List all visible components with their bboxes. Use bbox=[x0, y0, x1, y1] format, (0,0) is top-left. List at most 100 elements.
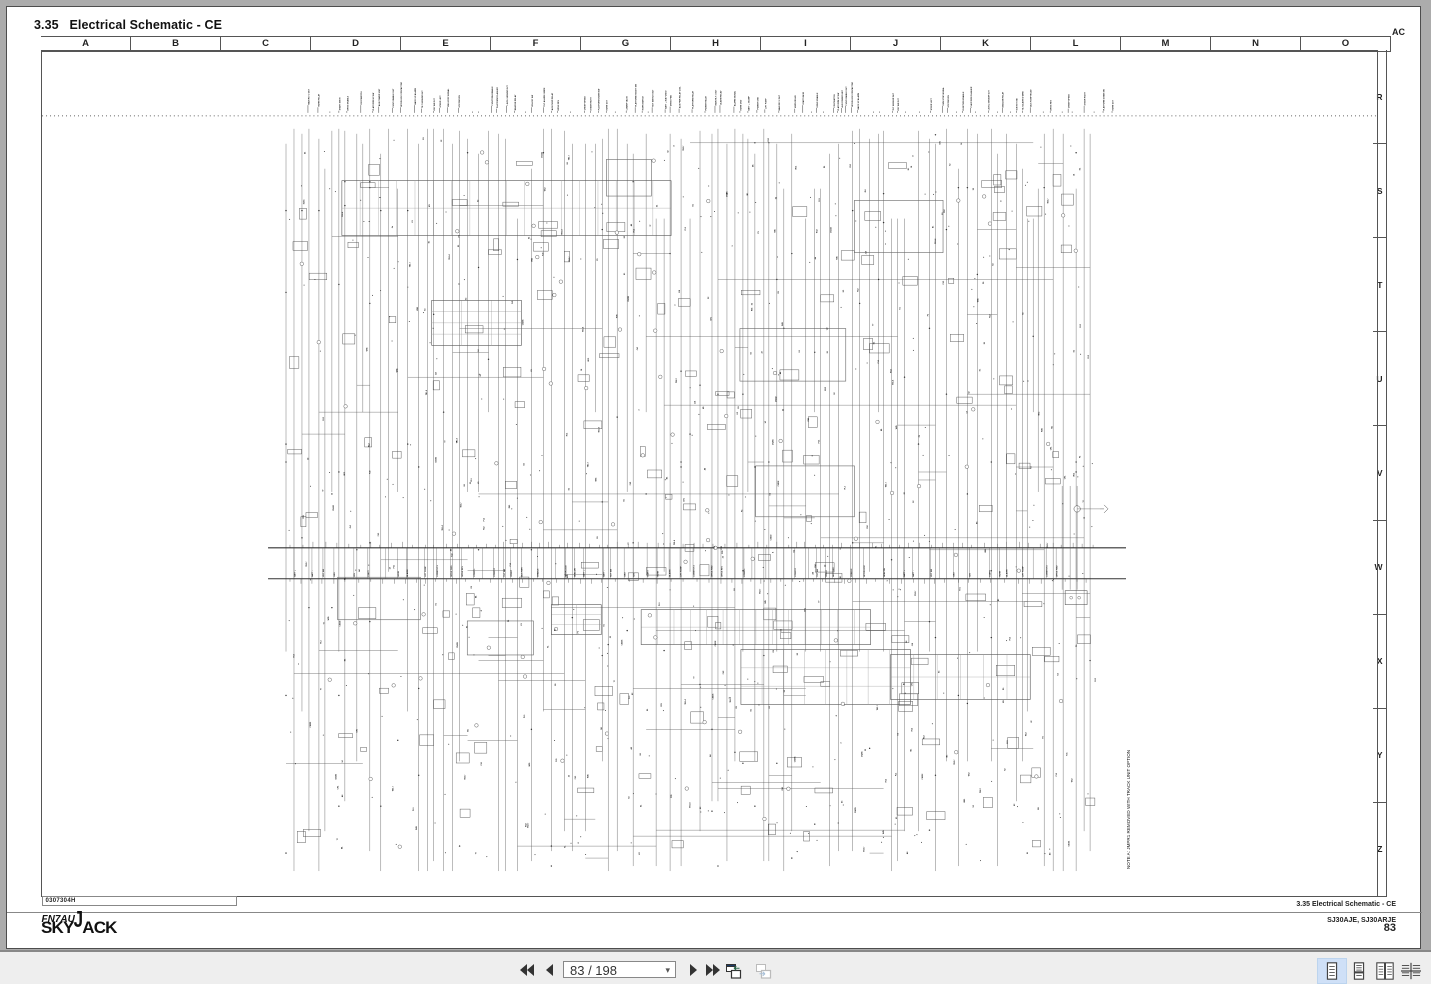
svg-text:EMS STOP SIGNAL: EMS STOP SIGNAL bbox=[447, 88, 450, 107]
svg-text:CR1: CR1 bbox=[1050, 447, 1052, 451]
svg-text:STEER R: STEER R bbox=[795, 568, 797, 577]
svg-text:AUX POWER UNIT: AUX POWER UNIT bbox=[841, 89, 844, 107]
svg-text:X2: X2 bbox=[834, 393, 836, 395]
svg-text:22: 22 bbox=[569, 775, 571, 777]
svg-text:K2: K2 bbox=[639, 853, 641, 855]
svg-text:22: 22 bbox=[1031, 721, 1033, 723]
svg-text:FOOTSWITCH: FOOTSWITCH bbox=[361, 91, 363, 105]
svg-text:Y7: Y7 bbox=[337, 838, 339, 840]
svg-text:TB1-4: TB1-4 bbox=[341, 212, 344, 217]
svg-text:CREEP SPEED: CREEP SPEED bbox=[585, 96, 587, 111]
svg-text:LIFT PUMP: LIFT PUMP bbox=[680, 566, 682, 577]
svg-text:TILT SW: TILT SW bbox=[817, 569, 819, 577]
svg-text:A4: A4 bbox=[811, 572, 814, 574]
svg-text:8: 8 bbox=[913, 156, 915, 157]
svg-text:B1: B1 bbox=[734, 588, 736, 590]
svg-text:8: 8 bbox=[836, 715, 838, 716]
svg-text:PL3: PL3 bbox=[471, 479, 473, 482]
svg-text:Y7: Y7 bbox=[827, 328, 829, 330]
svg-text:Y7: Y7 bbox=[323, 490, 325, 492]
svg-text:TILT SW: TILT SW bbox=[504, 569, 506, 577]
svg-text:22: 22 bbox=[610, 636, 612, 638]
svg-text:PL3: PL3 bbox=[629, 696, 631, 699]
svg-text:A4: A4 bbox=[906, 852, 909, 854]
svg-text:D3: D3 bbox=[773, 650, 775, 652]
svg-text:X2: X2 bbox=[668, 151, 670, 153]
svg-text:S3: S3 bbox=[597, 537, 599, 539]
svg-text:W12: W12 bbox=[924, 736, 926, 740]
svg-text:DRIVE FWD: DRIVE FWD bbox=[670, 95, 672, 107]
svg-text:P3: P3 bbox=[597, 259, 599, 261]
svg-text:W45: W45 bbox=[366, 348, 369, 352]
svg-text:KEY SWITCH OUT: KEY SWITCH OUT bbox=[653, 89, 655, 107]
svg-text:B1: B1 bbox=[428, 241, 430, 243]
svg-text:CN205: CN205 bbox=[712, 694, 714, 700]
svg-text:X2: X2 bbox=[775, 197, 777, 199]
svg-text:LOWER VALVE: LOWER VALVE bbox=[626, 96, 629, 111]
svg-text:LOWER VLV: LOWER VLV bbox=[693, 565, 695, 577]
svg-text:TB1-4: TB1-4 bbox=[934, 239, 937, 244]
svg-text:S3: S3 bbox=[751, 352, 753, 354]
svg-text:A4: A4 bbox=[358, 570, 361, 572]
svg-text:P3: P3 bbox=[1076, 645, 1078, 647]
svg-text:K2: K2 bbox=[1014, 804, 1016, 806]
svg-text:Y7: Y7 bbox=[628, 543, 630, 545]
svg-text:W45: W45 bbox=[984, 549, 987, 553]
svg-text:W12: W12 bbox=[1038, 412, 1040, 416]
svg-text:K1: K1 bbox=[896, 817, 898, 819]
svg-text:CN205: CN205 bbox=[457, 642, 459, 648]
svg-text:J14: J14 bbox=[349, 526, 352, 529]
svg-text:TILT SENSOR OUT: TILT SENSOR OUT bbox=[893, 92, 895, 110]
svg-text:TB2-7: TB2-7 bbox=[760, 589, 762, 594]
svg-text:TB2-7: TB2-7 bbox=[886, 482, 888, 487]
svg-text:B1: B1 bbox=[303, 200, 305, 202]
svg-text:W45: W45 bbox=[963, 799, 966, 803]
svg-text:K2: K2 bbox=[898, 733, 900, 735]
svg-text:S3: S3 bbox=[569, 488, 571, 490]
svg-text:B1: B1 bbox=[908, 168, 910, 170]
svg-text:CN205: CN205 bbox=[727, 192, 729, 198]
svg-text:KEY SW: KEY SW bbox=[611, 569, 613, 577]
svg-text:CR1: CR1 bbox=[661, 703, 663, 707]
svg-text:TILT SENSOR OUT: TILT SENSOR OUT bbox=[422, 90, 424, 108]
svg-text:22: 22 bbox=[441, 140, 443, 142]
svg-text:FU2: FU2 bbox=[323, 417, 325, 420]
svg-text:BATT -: BATT - bbox=[912, 570, 915, 577]
svg-text:R12: R12 bbox=[815, 564, 817, 567]
svg-text:PL3: PL3 bbox=[484, 518, 486, 521]
svg-text:X2: X2 bbox=[950, 164, 952, 166]
svg-text:R12: R12 bbox=[857, 289, 859, 292]
svg-text:B1: B1 bbox=[554, 629, 556, 631]
svg-text:GND: GND bbox=[954, 572, 956, 577]
svg-text:A4: A4 bbox=[814, 257, 817, 259]
svg-text:TB2-7: TB2-7 bbox=[306, 562, 308, 567]
svg-text:K1: K1 bbox=[548, 646, 550, 648]
svg-text:PL3: PL3 bbox=[845, 486, 847, 489]
svg-text:X2: X2 bbox=[751, 303, 753, 305]
svg-text:PL3: PL3 bbox=[510, 563, 512, 566]
svg-text:14: 14 bbox=[341, 761, 344, 763]
svg-text:FU1: FU1 bbox=[378, 533, 380, 536]
svg-text:Y7: Y7 bbox=[614, 680, 616, 682]
svg-text:B1: B1 bbox=[464, 484, 466, 486]
svg-text:CR1: CR1 bbox=[711, 317, 713, 321]
svg-text:14: 14 bbox=[1073, 174, 1076, 176]
svg-text:B1: B1 bbox=[624, 499, 626, 501]
svg-text:K2: K2 bbox=[624, 236, 626, 238]
svg-text:A4: A4 bbox=[450, 549, 453, 551]
svg-text:FU2: FU2 bbox=[293, 654, 295, 657]
svg-text:M1: M1 bbox=[1038, 807, 1040, 810]
svg-text:K2: K2 bbox=[1080, 168, 1082, 170]
svg-text:P3: P3 bbox=[1080, 456, 1082, 458]
svg-text:Y7: Y7 bbox=[650, 225, 652, 227]
svg-text:TB1-4: TB1-4 bbox=[448, 255, 451, 260]
svg-text:CN102: CN102 bbox=[770, 535, 772, 541]
svg-text:FU2: FU2 bbox=[1095, 678, 1097, 681]
svg-text:P3: P3 bbox=[758, 232, 760, 234]
svg-text:FU1: FU1 bbox=[512, 301, 514, 304]
svg-text:DRIVE REV: DRIVE REV bbox=[1051, 99, 1053, 110]
svg-text:DRIVE FWD: DRIVE FWD bbox=[451, 565, 453, 577]
svg-text:BATT +: BATT + bbox=[903, 569, 906, 577]
svg-text:PLATFORM FLASHER: PLATFORM FLASHER bbox=[496, 87, 499, 108]
svg-text:MAIN RLY 1 OUT: MAIN RLY 1 OUT bbox=[714, 89, 717, 106]
